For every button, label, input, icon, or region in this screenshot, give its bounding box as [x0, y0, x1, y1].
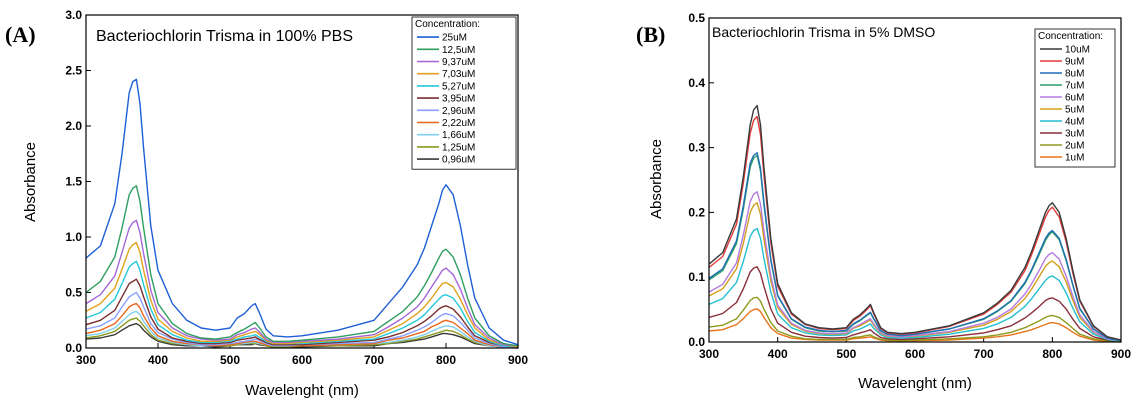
panel-b-label: (B) — [636, 22, 665, 47]
y-tick-label: 0.0 — [688, 335, 705, 349]
x-tick-label: 700 — [364, 353, 384, 367]
legend-entry: 2,22uM — [442, 118, 475, 129]
legend-entry: 1,66uM — [442, 130, 475, 141]
legend-entry: 5uM — [1065, 105, 1084, 116]
panel-a-title: Bacteriochlorin Trisma in 100% PBS — [96, 28, 353, 45]
series-line-12-5uM — [85, 185, 519, 347]
panel-b-ylabel: Absorbance — [648, 139, 665, 219]
y-tick-label: 0.5 — [65, 286, 82, 300]
legend-entry: 7,03uM — [442, 69, 475, 80]
x-tick-label: 900 — [1111, 347, 1131, 361]
x-tick-label: 600 — [905, 347, 925, 361]
panel-a-xlabel: Wavelenght (nm) — [245, 382, 359, 399]
x-tick-label: 400 — [148, 353, 168, 367]
panel-b-series — [708, 104, 1122, 343]
y-tick-label: 1.5 — [65, 175, 82, 189]
legend-entry: 2uM — [1065, 141, 1084, 152]
series-line-3-95uM — [85, 278, 519, 348]
x-tick-label: 400 — [768, 347, 788, 361]
series-line-8uM — [708, 152, 1122, 342]
x-tick-label: 900 — [508, 353, 528, 367]
y-tick-label: 3.0 — [65, 8, 82, 22]
panel-b-x-ticks: 300 400 500 600 700 800 900 — [699, 337, 1131, 361]
panel-b-xlabel: Wavelenght (nm) — [858, 375, 972, 392]
legend-entry: 6uM — [1065, 93, 1084, 104]
legend-entry: 25uM — [442, 33, 467, 44]
y-tick-label: 2.5 — [65, 64, 82, 78]
legend-entry: 9,37uM — [442, 57, 475, 68]
panel-a-ylabel: Absorbance — [22, 142, 39, 222]
y-tick-label: 0.3 — [688, 141, 705, 155]
panel-b-legend: Concentration: 10uM9uM8uM7uM6uM5uM4uM3uM… — [1034, 28, 1116, 168]
x-tick-label: 800 — [436, 353, 456, 367]
panel-b-y-ticks: 0.0 0.1 0.2 0.3 0.4 0.5 — [688, 11, 714, 349]
series-line-5-27uM — [85, 260, 519, 348]
x-tick-label: 600 — [292, 353, 312, 367]
legend-entry: 0,96uM — [442, 155, 475, 166]
legend-entry: 1,25uM — [442, 142, 475, 153]
x-tick-label: 500 — [220, 353, 240, 367]
series-line-7-03uM — [85, 241, 519, 348]
legend-entry: 9uM — [1065, 57, 1084, 68]
series-line-2-96uM — [85, 291, 518, 348]
legend-entry: 12,5uM — [442, 45, 475, 56]
legend-entry: 7uM — [1065, 81, 1084, 92]
panel-a-x-ticks: 300 400 500 600 700 800 900 — [76, 343, 528, 367]
series-line-2-22uM — [85, 302, 518, 348]
x-tick-label: 700 — [974, 347, 994, 361]
series-line-9-37uM — [85, 219, 519, 347]
y-tick-label: 0.5 — [688, 11, 705, 25]
legend-entry: 3uM — [1065, 129, 1084, 140]
panel-a-legend-title: Concentration: — [415, 19, 480, 30]
series-line-3uM — [708, 266, 1122, 343]
y-tick-label: 2.0 — [65, 119, 82, 133]
legend-entry: 10uM — [1065, 45, 1090, 56]
panel-b-legend-title: Concentration: — [1038, 31, 1103, 42]
series-line-4uM — [708, 227, 1122, 343]
y-tick-label: 0.4 — [688, 76, 705, 90]
legend-entry: 3,95uM — [442, 94, 475, 105]
panel-b-chart: (B) Bacteriochlorin Trisma in 5% DMSO Ab… — [636, 11, 1131, 392]
series-line-7uM — [708, 154, 1122, 342]
y-tick-label: 0.1 — [688, 270, 705, 284]
panel-a-chart: (A) Bacteriochlorin Trisma in 100% PBS A… — [5, 8, 528, 399]
y-tick-label: 0.2 — [688, 205, 705, 219]
panel-b-legend-box — [1034, 28, 1116, 168]
legend-entry: 4uM — [1065, 117, 1084, 128]
panel-a-series — [85, 78, 519, 349]
legend-entry: 8uM — [1065, 69, 1084, 80]
panel-a-legend-box — [411, 16, 517, 170]
x-tick-label: 500 — [836, 347, 856, 361]
series-line-6uM — [708, 190, 1122, 342]
panel-a-label: (A) — [5, 22, 36, 47]
series-line-10uM — [708, 104, 1122, 341]
x-tick-label: 300 — [76, 353, 96, 367]
y-tick-label: 1.0 — [65, 230, 82, 244]
x-tick-label: 800 — [1042, 347, 1062, 361]
panel-a-y-ticks: 0.0 0.5 1.0 1.5 2.0 2.5 3.0 — [65, 8, 91, 355]
legend-entry: 1uM — [1065, 153, 1084, 164]
series-line-2uM — [708, 296, 1122, 343]
legend-entry: 2,96uM — [442, 106, 475, 117]
panel-a-legend: Concentration: 25uM12,5uM9,37uM7,03uM5,2… — [411, 16, 517, 170]
y-tick-label: 0.0 — [65, 341, 82, 355]
panel-b-title: Bacteriochlorin Trisma in 5% DMSO — [712, 24, 935, 40]
series-line-25uM — [85, 78, 519, 346]
series-line-1uM — [708, 308, 1122, 343]
legend-entry: 5,27uM — [442, 81, 475, 92]
panel-b-plot-frame — [708, 17, 1122, 343]
panel-a-plot-frame — [85, 14, 519, 349]
x-tick-label: 300 — [699, 347, 719, 361]
